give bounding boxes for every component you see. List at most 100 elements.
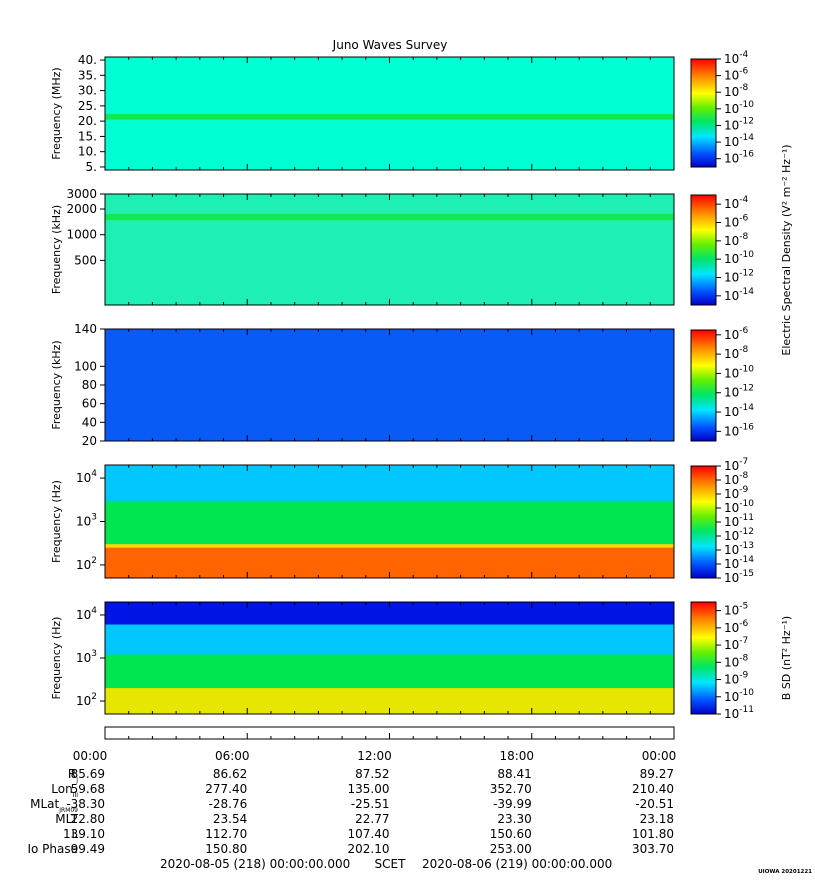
ephemeris-value: 23.30 [497, 812, 531, 826]
colorbar-tick-label: 10-13 [724, 541, 754, 557]
y-tick-label: 5. [86, 160, 97, 174]
colorbar-scale [690, 58, 717, 168]
ephemeris-value: -28.76 [209, 797, 248, 811]
ephemeris-value: 135.00 [348, 782, 390, 796]
colorbar-tick-label: 10-4 [724, 195, 749, 211]
ephemeris-value: 112.70 [205, 827, 247, 841]
colorbar-tick-label: 10-10 [724, 250, 754, 266]
y-tick-label: 102 [76, 692, 97, 708]
y-tick-label: 102 [76, 556, 97, 572]
ephemeris-value: 22.80 [71, 812, 105, 826]
ephemeris-value: 22.77 [355, 812, 389, 826]
colorbar-tick-label: 10-6 [724, 214, 749, 230]
colorbar: 10-710-810-910-1010-1110-1210-1310-1410-… [690, 457, 754, 585]
version-stamp: UIOWA 20201221 [758, 869, 812, 875]
ephemeris-value: 86.62 [213, 767, 247, 781]
y-tick-label: 60 [82, 397, 97, 411]
y-tick-label: 500 [74, 253, 97, 267]
colorbar-label: B SD (nT² Hz⁻¹) [780, 616, 793, 700]
time-tick-label: 18:00 [499, 749, 534, 763]
colorbar-tick-label: 10-14 [724, 133, 754, 149]
y-tick-label: 140 [74, 322, 97, 336]
colorbar-tick-label: 10-12 [724, 527, 754, 543]
ephemeris-value: 352.70 [490, 782, 532, 796]
ephemeris-value: 107.40 [348, 827, 390, 841]
colorbar-tick-label: 10-8 [724, 345, 749, 361]
colorbar-tick-label: 10-10 [724, 100, 754, 116]
colorbar-scale [690, 601, 717, 715]
y-tick-label: 30. [78, 84, 97, 98]
y-tick-label: 80 [82, 378, 97, 392]
colorbar-tick-label: 10-9 [724, 485, 749, 501]
colorbar-tick-label: 10-8 [724, 83, 749, 99]
y-axis-label: Frequency (Hz) [50, 480, 63, 563]
ephemeris-value: 23.54 [213, 812, 247, 826]
colorbar-tick-label: 10-6 [724, 619, 749, 635]
spectrogram-panel-4: 104 103 102 Frequency (Hz) 10-710-810-910-10… [50, 457, 754, 585]
panels: 5.10. 15.20.25.30. 35.40. Frequency (MHz) 10… [50, 50, 793, 721]
scet-start: 2020-08-05 (218) 00:00:00.000 [160, 857, 350, 871]
time-tick-label: 06:00 [215, 749, 250, 763]
y-tick-label: 103 [76, 649, 97, 665]
ephemeris-value: 87.52 [355, 767, 389, 781]
y-tick-label: 103 [76, 513, 97, 529]
intensity-band [105, 213, 674, 221]
colorbar-label: Electric Spectral Density (V² m⁻² Hz⁻¹) [780, 144, 793, 355]
colorbar-tick-label: 10-7 [724, 457, 748, 473]
colorbar: 10-4 10-6 10-8 10-10 10-12 10-14 Electric Spec… [690, 144, 793, 356]
y-tick-label: 3000 [66, 187, 97, 201]
colorbar-tick-label: 10-16 [724, 422, 754, 438]
time-tick-label: 00:00 [642, 749, 677, 763]
y-tick-label: 10. [78, 145, 97, 159]
time-tick-label: 12:00 [357, 749, 392, 763]
y-tick-label: 40. [78, 53, 97, 67]
ephemeris-value: 23.18 [640, 812, 674, 826]
scet-label: SCET [375, 857, 407, 871]
ephemeris-value: 139.10 [63, 827, 105, 841]
ephemeris-value: 150.80 [205, 842, 247, 856]
ephemeris-row-label: MLatJRM09 [30, 797, 78, 814]
colorbar-tick-label: 10-11 [724, 513, 754, 529]
y-tick-label: 20. [78, 114, 97, 128]
colorbar-tick-label: 10-14 [724, 403, 754, 419]
y-tick-label: 2000 [66, 202, 97, 216]
intensity-band [105, 57, 674, 170]
ephemeris-value: 277.40 [205, 782, 247, 796]
y-tick-label: 20 [82, 434, 97, 448]
ephemeris-row-label: Io Phase [27, 842, 78, 856]
ephemeris-value: 253.00 [490, 842, 532, 856]
colorbar-tick-label: 10-16 [724, 150, 754, 166]
colorbar-scale [690, 465, 717, 579]
chart-title: Juno Waves Survey [332, 38, 448, 52]
y-axis-label: Frequency (kHz) [50, 205, 63, 294]
ephemeris-value: 210.40 [632, 782, 674, 796]
ephemeris-row-label: MLT [55, 812, 78, 826]
ephemeris-row-label: RJ [68, 767, 78, 784]
colorbar-tick-label: 10-5 [724, 602, 748, 618]
colorbar-scale [690, 194, 717, 306]
ephemeris-value: 303.70 [632, 842, 674, 856]
spectrogram-panel-1: 5.10. 15.20.25.30. 35.40. Frequency (MHz) 10… [50, 50, 754, 174]
colorbar-tick-label: 10-10 [724, 499, 754, 515]
y-tick-label: 104 [76, 606, 97, 622]
ephemeris-value: 88.41 [497, 767, 531, 781]
ephemeris-value: -25.51 [351, 797, 390, 811]
colorbar-tick-label: 10-10 [724, 688, 754, 704]
ephemeris-value: 101.80 [632, 827, 674, 841]
ephemeris-value: -39.99 [493, 797, 532, 811]
colorbar-tick-label: 10-8 [724, 232, 749, 248]
time-tick-label: 00:00 [73, 749, 108, 763]
colorbar-tick-label: 10-12 [724, 384, 754, 400]
ephemeris-value: 59.68 [71, 782, 105, 796]
colorbar-tick-label: 10-14 [724, 555, 754, 571]
colorbar-tick-label: 10-10 [724, 364, 754, 380]
colorbar-tick-label: 10-11 [724, 705, 754, 721]
ephemeris-value: -38.30 [66, 797, 105, 811]
y-tick-label: 100 [74, 359, 97, 373]
ephemeris-value: 150.60 [490, 827, 532, 841]
